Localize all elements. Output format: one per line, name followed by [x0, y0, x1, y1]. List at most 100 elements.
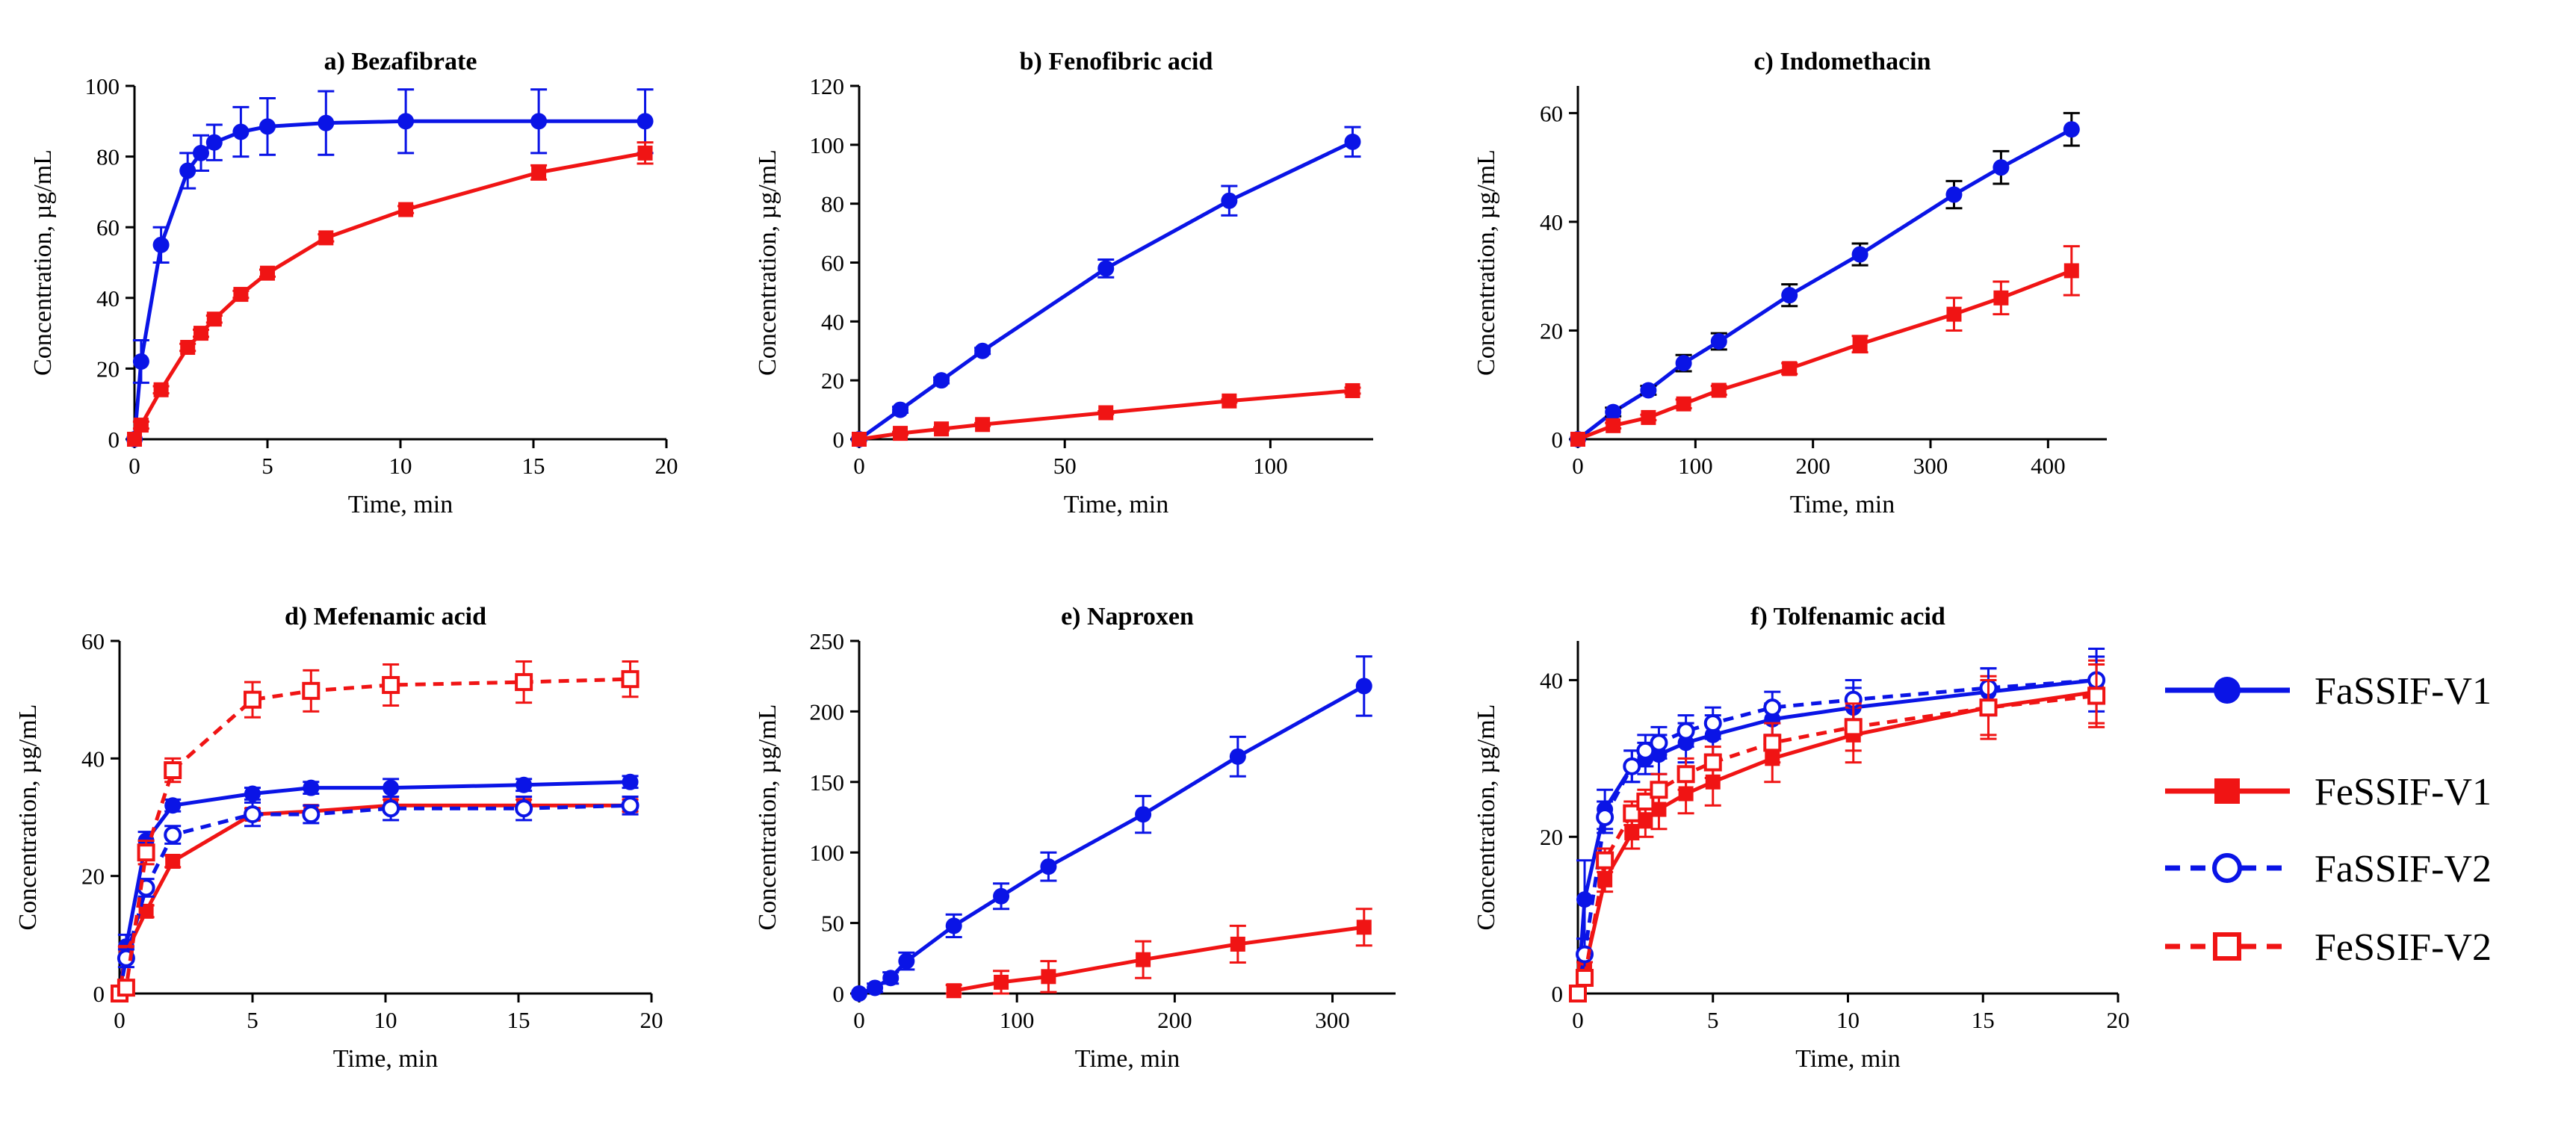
legend-item-fessif-v1: FeSSIF-V1	[2165, 771, 2492, 813]
chart-title: c) Indomethacin	[1753, 48, 1931, 75]
x-tick-label: 20	[640, 1007, 663, 1033]
y-tick-label: 60	[96, 214, 120, 241]
data-point	[232, 123, 250, 140]
series-line	[953, 925, 1365, 993]
data-point	[1640, 382, 1657, 399]
data-point	[867, 979, 884, 997]
data-point	[137, 843, 155, 862]
legend-marker	[2212, 853, 2242, 883]
series-fessif-v1	[945, 908, 1372, 999]
series-line	[117, 780, 631, 994]
series-line	[132, 151, 645, 441]
y-tick-label: 20	[1540, 824, 1563, 850]
data-point	[1979, 698, 1998, 717]
data-point	[1569, 985, 1587, 1002]
data-point	[153, 382, 169, 397]
x-tick-label: 300	[1315, 1007, 1350, 1033]
series-line	[1576, 693, 2097, 994]
data-point	[193, 326, 208, 341]
chart-title: d) Mefenamic acid	[285, 603, 486, 630]
data-point	[515, 799, 533, 818]
chart-title: a) Bezafibrate	[324, 48, 477, 75]
x-tick-label: 200	[1157, 1007, 1192, 1033]
data-point	[383, 779, 400, 796]
series-fessif-v2	[1569, 663, 2106, 1002]
data-point	[1623, 804, 1641, 822]
data-point	[1675, 355, 1692, 372]
x-tick-label: 5	[1707, 1007, 1719, 1033]
chart-title: f) Tolfenamic acid	[1750, 603, 1945, 630]
data-point	[164, 761, 182, 780]
legend-label: FaSSIF-V2	[2315, 848, 2492, 890]
data-point	[1945, 186, 1963, 203]
series-line	[117, 803, 631, 994]
data-point	[530, 113, 548, 130]
data-point	[244, 785, 261, 802]
data-point	[179, 162, 196, 179]
y-tick-label: 50	[821, 911, 844, 937]
data-point	[164, 797, 182, 814]
x-tick-label: 5	[261, 453, 273, 479]
series-fassif-v1	[851, 125, 1361, 447]
chart-title: e) Naproxen	[1061, 603, 1194, 630]
x-tick-label: 10	[1836, 1007, 1860, 1033]
data-point	[302, 681, 321, 700]
data-point	[1993, 159, 2010, 176]
data-point	[1606, 418, 1621, 433]
y-tick-label: 60	[1540, 100, 1563, 126]
data-point	[975, 417, 991, 433]
data-point	[933, 372, 950, 389]
data-point	[994, 974, 1009, 990]
y-axis-label: Concentration, µg/mL	[754, 704, 781, 931]
data-point	[1852, 336, 1868, 352]
series-fassif-v1	[1570, 111, 2080, 447]
x-tick-label: 100	[1000, 1007, 1035, 1033]
legend-marker	[2214, 778, 2240, 804]
x-tick-label: 15	[1972, 1007, 1995, 1033]
data-point	[1703, 714, 1722, 733]
series-line	[118, 677, 631, 995]
series-line	[1576, 689, 2097, 994]
data-point	[1703, 753, 1722, 772]
data-point	[1221, 192, 1238, 209]
data-point	[2063, 121, 2080, 138]
data-point	[1711, 382, 1727, 398]
data-point	[1993, 290, 2009, 306]
legend-item-fessif-v2: FeSSIF-V2	[2165, 926, 2492, 969]
x-tick-label: 20	[655, 453, 678, 479]
data-point	[138, 903, 154, 919]
data-point	[165, 854, 181, 869]
data-point	[621, 670, 640, 689]
x-tick-label: 100	[1253, 453, 1288, 479]
series-fessif-v1	[852, 382, 1361, 447]
panel-c-indomethacin: c) Indomethacin 0 100 200 300 400 0 20 40 60 Time,…	[1473, 48, 2107, 518]
data-point	[382, 676, 400, 694]
data-point	[244, 690, 261, 709]
data-point	[637, 113, 654, 130]
data-point	[260, 265, 275, 281]
x-tick-label: 15	[507, 1007, 530, 1033]
data-point	[622, 773, 639, 790]
data-point	[1624, 825, 1640, 840]
y-tick-label: 60	[821, 250, 844, 276]
x-tick-label: 15	[522, 453, 545, 479]
y-tick-label: 120	[810, 73, 845, 99]
data-point	[1851, 246, 1868, 263]
y-tick-label: 250	[810, 628, 845, 654]
y-tick-label: 20	[821, 368, 844, 394]
data-point	[1781, 287, 1798, 304]
data-point	[180, 340, 196, 356]
y-axis-label: Concentration, µg/mL	[29, 149, 57, 376]
y-tick-label: 200	[810, 698, 845, 725]
y-tick-label: 20	[1540, 317, 1563, 344]
data-point	[318, 114, 335, 131]
data-point	[1041, 969, 1056, 985]
y-tick-label: 40	[1540, 667, 1563, 693]
data-point	[2087, 686, 2106, 705]
data-point	[1710, 333, 1727, 350]
y-tick-label: 0	[93, 981, 105, 1007]
y-tick-label: 40	[821, 309, 844, 335]
y-tick-label: 100	[85, 73, 120, 99]
data-point	[892, 401, 909, 418]
